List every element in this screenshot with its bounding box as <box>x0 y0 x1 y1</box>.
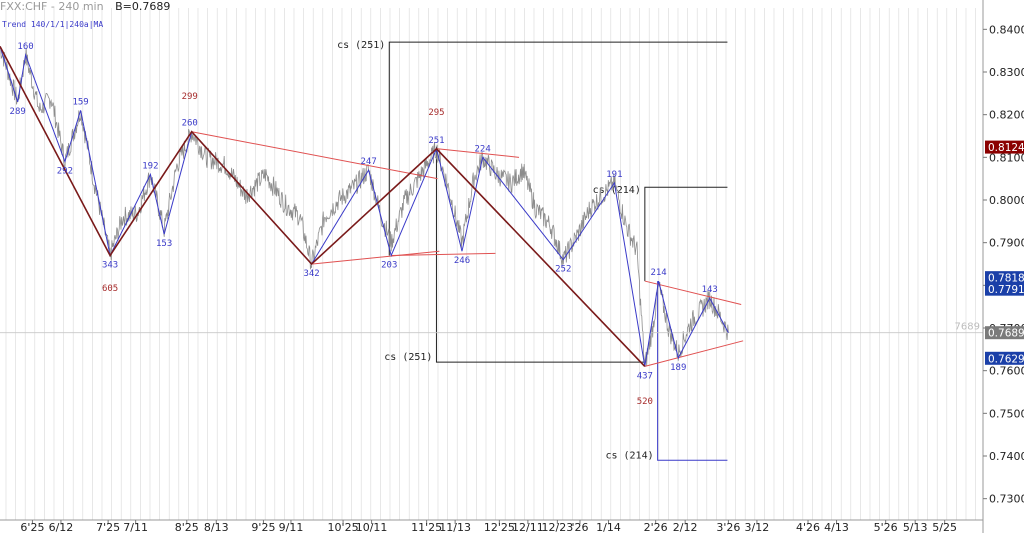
trend-line <box>191 131 438 180</box>
trend-line <box>644 280 742 306</box>
primary-wave-line <box>0 46 646 367</box>
x-tick-label: 11'25 <box>411 521 442 533</box>
x-tick-label: 6'25 <box>20 521 44 533</box>
cs-box <box>657 281 728 461</box>
price-tag <box>985 271 1024 285</box>
cs-boxes: cs (251)cs (251)cs (214)cs (214) <box>337 40 728 461</box>
x-tick-label: 12'25 <box>484 521 515 533</box>
x-tick-label: 2/12 <box>673 521 698 533</box>
x-tick-label: 7/11 <box>123 521 148 533</box>
trend-line <box>312 250 440 265</box>
price-tag-label: 0.7818 <box>988 273 1024 285</box>
wave-label: 159 <box>72 97 88 107</box>
y-tick-label: 0.8100 <box>989 151 1024 164</box>
vertical-gridlines <box>5 8 976 520</box>
indicator-subtitle: Trend 140/1/1|240a|MA <box>2 20 104 29</box>
x-tick-label: 9/11 <box>279 521 304 533</box>
wave-lines <box>0 46 729 367</box>
x-tick-label: '26 <box>571 521 588 533</box>
x-tick-label: 8'25 <box>175 521 199 533</box>
wave-label: 191 <box>606 170 622 180</box>
y-tick-label: 0.8400 <box>989 23 1024 36</box>
price-tag-label: 0.7629 <box>988 353 1024 365</box>
cs-box <box>388 41 728 256</box>
price-tag-label: 0.7689 <box>988 328 1024 340</box>
y-tick-label: 0.7300 <box>989 493 1024 506</box>
wave-label: 343 <box>102 260 118 270</box>
x-tick-label: 10'25 <box>328 521 359 533</box>
price-tag <box>985 326 1024 340</box>
cs-box <box>644 186 728 282</box>
x-tick-label: 9'25 <box>251 521 275 533</box>
wave-label: 203 <box>381 260 397 270</box>
value-label: B=0.7689 <box>115 0 171 13</box>
x-tick-label: 1/14 <box>596 521 621 533</box>
x-tick-label: 3/12 <box>745 521 770 533</box>
x-tick-label: 5/25 <box>932 521 957 533</box>
wave-label: 437 <box>637 371 653 381</box>
x-tick-label: 7'25 <box>96 521 120 533</box>
wave-label: 189 <box>670 363 686 373</box>
cs-label: cs (214) <box>605 450 653 461</box>
wave-label: 342 <box>303 269 319 279</box>
cs-box <box>435 146 645 363</box>
cs-label: cs (251) <box>337 40 385 51</box>
cs-label: cs (251) <box>384 352 432 363</box>
wave-label: 214 <box>650 268 666 278</box>
wave-label: 192 <box>142 161 158 171</box>
y-tick-label: 0.7900 <box>989 237 1024 250</box>
x-tick-label: 4'26 <box>796 521 820 533</box>
wave-label: 160 <box>17 42 33 52</box>
y-tick-label: 0.7600 <box>989 365 1024 378</box>
y-tick-label: 0.8000 <box>989 194 1024 207</box>
x-tick-label: 5/13 <box>903 521 928 533</box>
price-tag <box>985 351 1024 365</box>
symbol-label: FXX:CHF - 240 min <box>0 0 104 13</box>
y-tick-label: 0.7400 <box>989 450 1024 463</box>
trend-lines <box>191 131 744 367</box>
wave-label: 153 <box>156 239 172 249</box>
x-tick-label: 6/12 <box>49 521 74 533</box>
price-tag-label: 0.8124 <box>988 142 1024 154</box>
y-tick-label: 0.8300 <box>989 66 1024 79</box>
x-tick-label: 2'26 <box>644 521 668 533</box>
price-tag <box>985 282 1024 296</box>
x-tick-label: 12/11 <box>512 521 544 533</box>
y-tick-label: 0.7500 <box>989 407 1024 420</box>
wave-label: 260 <box>182 119 198 129</box>
y-tick-label: 0.8200 <box>989 109 1024 122</box>
chart-header: FXX:CHF - 240 min B=0.7689 <box>0 0 170 13</box>
wave-labels: 160 289 159 292 343 605 192 153 299 260 342 247 203 2… <box>10 42 718 407</box>
x-tick-label: 11/13 <box>439 521 471 533</box>
x-tick-label: 8/13 <box>204 521 229 533</box>
wave-label: 299 <box>182 92 198 102</box>
x-tick-label: 3'26 <box>716 521 740 533</box>
wave-line <box>0 46 729 367</box>
x-tick-label: 4/13 <box>824 521 849 533</box>
wave-label: 605 <box>102 284 118 294</box>
x-tick-label: 10/11 <box>356 521 388 533</box>
x-tick-label: 12/23 <box>542 521 574 533</box>
price-tag-label: 0.7791 <box>988 284 1024 296</box>
wave-label: 295 <box>428 108 444 118</box>
trend-line <box>644 340 744 367</box>
wave-label: 292 <box>57 167 73 177</box>
wave-label: 251 <box>428 136 444 146</box>
wave-label: 252 <box>555 265 571 275</box>
trend-line <box>391 252 496 256</box>
trend-line <box>437 148 520 158</box>
x-tick-label: 5'26 <box>874 521 898 533</box>
wave-label: 224 <box>475 144 491 154</box>
wave-label: 246 <box>454 256 470 266</box>
wave-label: 247 <box>360 157 376 167</box>
last-price-text: 7689 <box>955 322 980 333</box>
price-line <box>0 46 729 367</box>
price-tag <box>985 140 1024 154</box>
wave-label: 520 <box>637 397 653 407</box>
wave-label: 143 <box>702 285 718 295</box>
wave-label: 289 <box>10 107 26 117</box>
